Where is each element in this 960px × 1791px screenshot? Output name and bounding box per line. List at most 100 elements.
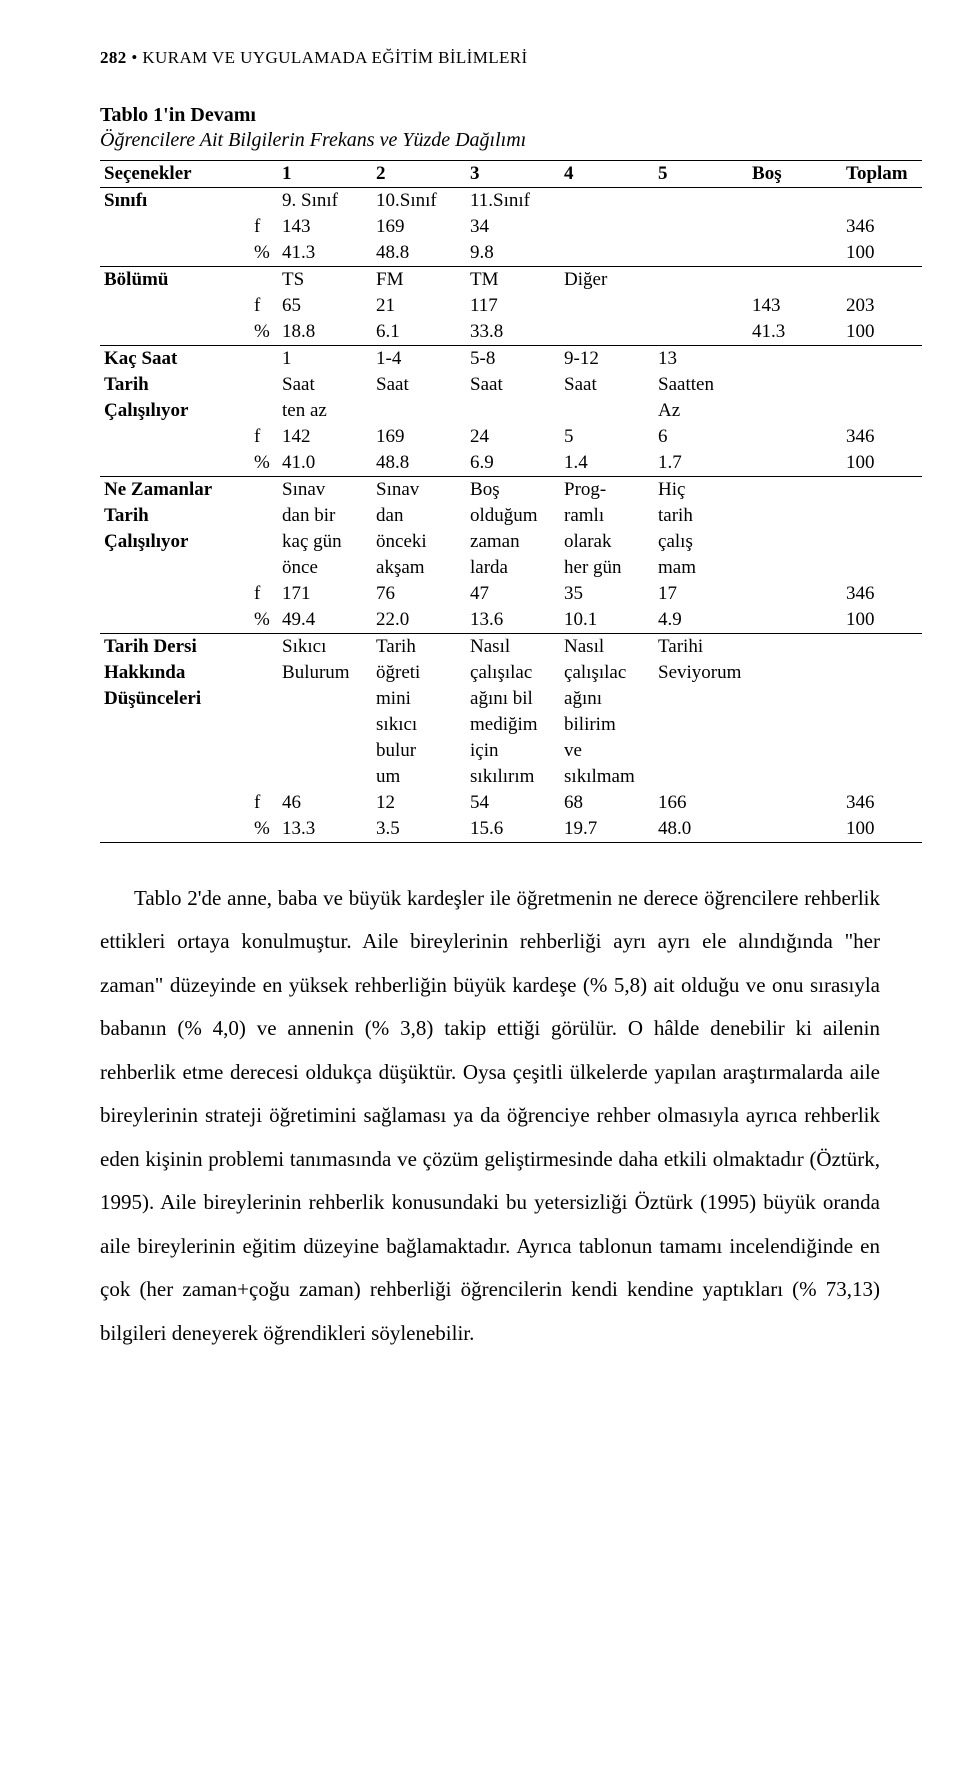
cell: 6.9 — [466, 450, 560, 477]
cell: 12 — [372, 790, 466, 816]
cell: 142 — [278, 424, 372, 450]
table-row: Tarih Dersi Sıkıcı Tarih Nasıl Nasıl Tar… — [100, 634, 922, 661]
table-row: % 41.3 48.8 9.8 100 — [100, 240, 922, 267]
table-row: f 65 21 117 143 203 — [100, 293, 922, 319]
cell: mam — [654, 555, 748, 581]
row-label: Düşünceleri — [100, 686, 250, 712]
table-header-row: Seçenekler 1 2 3 4 5 Boş Toplam — [100, 161, 922, 188]
row-label: Çalışılıyor — [100, 398, 250, 424]
table-row: Kaç Saat 1 1-4 5-8 9-12 13 — [100, 346, 922, 373]
body-paragraph: Tablo 2'de anne, baba ve büyük kardeşler… — [100, 877, 880, 1355]
cell: 1-4 — [372, 346, 466, 373]
cell: Hiç — [654, 477, 748, 504]
cell: 100 — [842, 450, 922, 477]
cell: ağını bil — [466, 686, 560, 712]
cell: 143 — [748, 293, 842, 319]
cell: 100 — [842, 816, 922, 843]
cell: bilirim — [560, 712, 654, 738]
cell: dan — [372, 503, 466, 529]
hdr-toplam: Toplam — [842, 161, 922, 188]
cell: 6 — [654, 424, 748, 450]
table-row: f 46 12 54 68 166 346 — [100, 790, 922, 816]
cell: 65 — [278, 293, 372, 319]
cell: 76 — [372, 581, 466, 607]
hdr-1: 1 — [278, 161, 372, 188]
table-title-bold: Tablo 1'in Devamı — [100, 104, 256, 126]
cell: 100 — [842, 319, 922, 346]
cell: Tarih — [372, 634, 466, 661]
cell: 19.7 — [560, 816, 654, 843]
cell: 15.6 — [466, 816, 560, 843]
cell: kaç gün — [278, 529, 372, 555]
table-row: f 171 76 47 35 17 346 — [100, 581, 922, 607]
cell: 46 — [278, 790, 372, 816]
cell: Sıkıcı — [278, 634, 372, 661]
cell: 41.0 — [278, 450, 372, 477]
cell: 41.3 — [748, 319, 842, 346]
cell: 6.1 — [372, 319, 466, 346]
table-row: % 13.3 3.5 15.6 19.7 48.0 100 — [100, 816, 922, 843]
table-row: bulur için ve — [100, 738, 922, 764]
cell: çalışılac — [560, 660, 654, 686]
table-row: % 49.4 22.0 13.6 10.1 4.9 100 — [100, 607, 922, 634]
hdr-3: 3 — [466, 161, 560, 188]
cell: 48.8 — [372, 240, 466, 267]
cell: her gün — [560, 555, 654, 581]
cell: çalış — [654, 529, 748, 555]
cell: 9.8 — [466, 240, 560, 267]
cell: 169 — [372, 424, 466, 450]
cell: 35 — [560, 581, 654, 607]
cell: 346 — [842, 424, 922, 450]
cell: çalışılac — [466, 660, 560, 686]
cell: öğreti — [372, 660, 466, 686]
hdr-4: 4 — [560, 161, 654, 188]
cell: Prog- — [560, 477, 654, 504]
unit-f: f — [250, 581, 278, 607]
hdr-2: 2 — [372, 161, 466, 188]
row-label: Kaç Saat — [100, 346, 250, 373]
row-label: Tarih — [100, 503, 250, 529]
cell: Tarihi — [654, 634, 748, 661]
cell: 9-12 — [560, 346, 654, 373]
cell: bulur — [372, 738, 466, 764]
row-label: Ne Zamanlar — [100, 477, 250, 504]
cell: zaman — [466, 529, 560, 555]
table-row: Çalışılıyor ten az Az — [100, 398, 922, 424]
table-row: Bölümü TS FM TM Diğer — [100, 267, 922, 294]
cell: Nasıl — [560, 634, 654, 661]
cell: TS — [278, 267, 372, 294]
cell: 1.4 — [560, 450, 654, 477]
cell: 346 — [842, 581, 922, 607]
cell: 48.0 — [654, 816, 748, 843]
cell: 9. Sınıf — [278, 188, 372, 215]
cell: 166 — [654, 790, 748, 816]
cell: Boş — [466, 477, 560, 504]
cell: 100 — [842, 240, 922, 267]
cell: Az — [654, 398, 748, 424]
cell: 1.7 — [654, 450, 748, 477]
cell: Saat — [560, 372, 654, 398]
cell: 47 — [466, 581, 560, 607]
cell: 346 — [842, 790, 922, 816]
row-label: Hakkında — [100, 660, 250, 686]
unit-f: f — [250, 424, 278, 450]
cell: 13.3 — [278, 816, 372, 843]
cell: önceki — [372, 529, 466, 555]
cell: 13 — [654, 346, 748, 373]
cell: ve — [560, 738, 654, 764]
cell: tarih — [654, 503, 748, 529]
cell: mini — [372, 686, 466, 712]
cell: Saatten — [654, 372, 748, 398]
row-label: Sınıfı — [100, 188, 250, 215]
cell: 49.4 — [278, 607, 372, 634]
cell: TM — [466, 267, 560, 294]
running-head-text: KURAM VE UYGULAMADA EĞİTİM BİLİMLERİ — [142, 48, 527, 67]
unit-f: f — [250, 214, 278, 240]
cell: 4.9 — [654, 607, 748, 634]
unit-pct: % — [250, 450, 278, 477]
cell: 5 — [560, 424, 654, 450]
running-head: 282 • KURAM VE UYGULAMADA EĞİTİM BİLİMLE… — [100, 48, 880, 68]
frequency-table: Seçenekler 1 2 3 4 5 Boş Toplam Sınıfı 9… — [100, 160, 922, 843]
cell: 21 — [372, 293, 466, 319]
cell: 34 — [466, 214, 560, 240]
